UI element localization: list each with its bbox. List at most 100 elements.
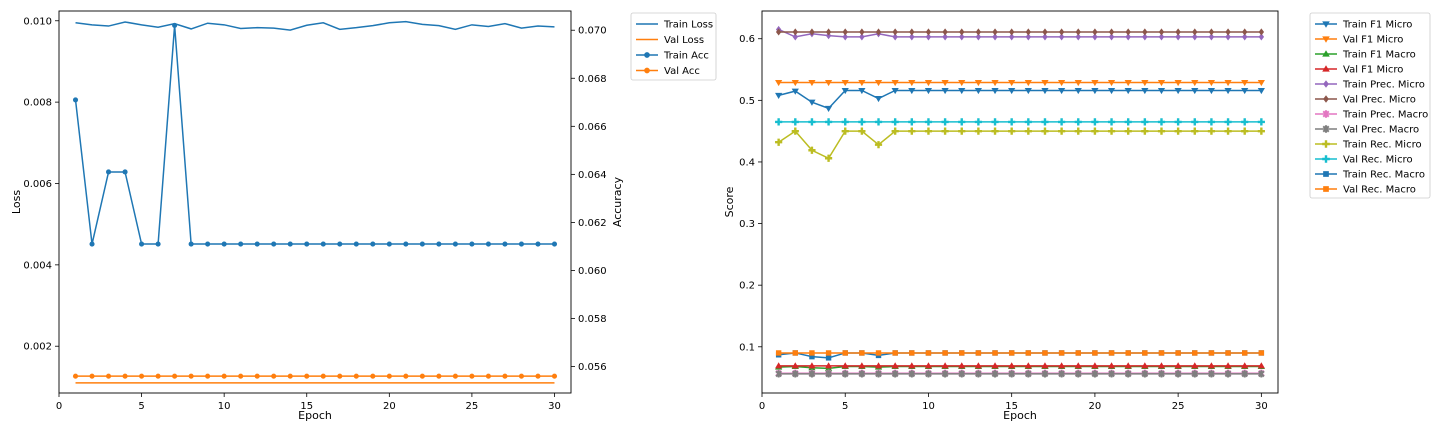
legend-entry-val-acc: Val Acc	[664, 66, 700, 77]
data-point	[1224, 79, 1232, 87]
data-point	[105, 373, 112, 379]
data-point	[974, 87, 982, 95]
data-point	[941, 370, 949, 378]
data-point	[841, 118, 849, 126]
data-point	[188, 241, 194, 247]
data-point	[958, 362, 966, 369]
data-point	[1125, 28, 1131, 36]
data-point	[1224, 362, 1232, 369]
data-point	[991, 87, 999, 95]
x-tick-label: 15	[1005, 401, 1018, 412]
loss-accuracy-axes: 0 5 10 15 20 25 30 0.002 0.004 0.006 0.008 0.010 0.0…	[23, 16, 606, 412]
data-point	[1008, 87, 1016, 95]
data-point	[1258, 28, 1265, 36]
data-point	[841, 127, 849, 135]
data-point	[841, 370, 849, 378]
data-point	[419, 373, 425, 379]
data-point	[1092, 350, 1098, 356]
data-point	[1224, 118, 1232, 126]
data-point	[1174, 87, 1182, 95]
data-point	[1074, 362, 1082, 369]
data-point	[1157, 362, 1166, 369]
data-point	[942, 28, 948, 36]
legend-entry-val-loss: Val Loss	[664, 35, 704, 46]
data-point	[959, 28, 965, 36]
data-point	[254, 373, 260, 379]
data-point	[1257, 79, 1265, 87]
data-point	[825, 370, 832, 378]
data-point	[874, 95, 883, 103]
data-point	[824, 105, 833, 112]
data-point	[1191, 370, 1199, 378]
data-point	[1208, 370, 1215, 378]
data-point	[991, 118, 999, 126]
data-point	[1075, 350, 1081, 356]
data-point	[238, 373, 244, 379]
data-point	[172, 373, 178, 379]
loss-accuracy-chart: 0 5 10 15 20 25 30 0.002 0.004 0.006 0.008 0.010 0.0…	[10, 10, 717, 422]
data-point	[874, 79, 883, 87]
x-tick-label: 0	[759, 401, 765, 412]
score-y-tick-label: 0.1	[739, 342, 755, 353]
data-point	[1042, 28, 1048, 36]
data-point	[958, 118, 966, 126]
data-point	[874, 118, 883, 126]
data-point	[1041, 87, 1049, 95]
data-point	[891, 118, 899, 126]
data-point	[155, 373, 161, 379]
data-point	[1108, 370, 1115, 378]
legend-entry-val-f1-micro: Val F1 Micro	[1343, 35, 1403, 46]
x-tick-label: 10	[218, 401, 231, 412]
data-point	[1008, 118, 1016, 126]
legend-entry-train-prec-macro: Train Prec. Macro	[1342, 110, 1428, 121]
data-point	[452, 241, 458, 247]
x-tick-label: 25	[1172, 401, 1185, 412]
data-point	[808, 118, 816, 126]
series-line-train-f1-micro	[778, 89, 1262, 110]
data-point	[1091, 370, 1099, 378]
data-point	[992, 28, 998, 36]
x-tick-label: 20	[1089, 401, 1102, 412]
legend-swatch-marker	[1322, 125, 1330, 133]
data-point	[320, 241, 326, 247]
data-point	[808, 79, 816, 87]
data-point	[518, 373, 525, 379]
data-point	[221, 241, 227, 247]
data-point	[271, 241, 277, 247]
data-point	[791, 370, 799, 378]
data-point	[1142, 350, 1148, 356]
legend-entry-val-prec-macro: Val Prec. Macro	[1343, 125, 1419, 136]
data-point	[1208, 28, 1215, 36]
data-point	[1124, 79, 1132, 87]
data-point	[975, 28, 982, 36]
loss-axis-label: Loss	[10, 190, 23, 214]
data-point	[1207, 127, 1216, 135]
series-val-acc	[72, 373, 558, 379]
score-axis-label: Score	[723, 186, 736, 217]
data-point	[809, 28, 815, 36]
loss-y-tick-label: 0.004	[23, 260, 52, 271]
legend-swatch-marker	[1322, 110, 1330, 118]
data-point	[775, 118, 783, 126]
data-point	[991, 370, 999, 378]
data-point	[791, 118, 799, 126]
data-point	[1174, 118, 1182, 126]
data-point	[502, 373, 508, 379]
data-point	[775, 350, 782, 356]
data-point	[1141, 370, 1149, 378]
series-line-train-rec-micro	[778, 130, 1262, 160]
data-point	[842, 350, 848, 356]
loss-y-tick-label: 0.010	[23, 16, 52, 27]
data-point	[287, 373, 293, 379]
data-point	[858, 87, 866, 95]
data-point	[924, 87, 933, 95]
data-point	[1174, 370, 1182, 378]
data-point	[974, 79, 982, 87]
data-point	[809, 350, 815, 356]
data-point	[1175, 33, 1181, 41]
data-point	[485, 241, 491, 247]
data-point	[775, 79, 783, 87]
data-point	[992, 33, 998, 41]
data-point	[908, 79, 916, 87]
series-val-rec-macro	[775, 350, 1265, 356]
